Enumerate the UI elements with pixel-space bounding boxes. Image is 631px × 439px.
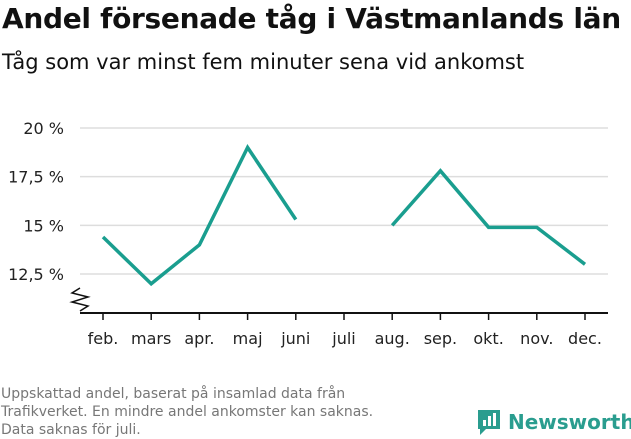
x-axis: [69, 287, 608, 314]
brand-name: Newsworthy: [508, 410, 631, 434]
chart-footer: Uppskattad andel, baserat på insamlad da…: [1, 385, 441, 439]
y-axis-ticks: 12,5 % 15 % 17,5 % 20 %: [8, 119, 64, 284]
x-axis-ticks: feb. mars apr. maj juni juli aug. sep. okt. nov. d…: [88, 313, 602, 348]
series-line: [101, 143, 298, 287]
y-tick-label: 15 %: [23, 216, 64, 235]
x-tick-label: apr.: [184, 329, 214, 348]
axis-break-icon: [69, 287, 91, 312]
footer-line: Trafikverket. En mindre andel ankomster …: [1, 404, 374, 420]
footer-line: Data saknas för juli.: [1, 422, 141, 438]
x-tick-label: nov.: [520, 329, 553, 348]
x-tick-label: sep.: [424, 329, 457, 348]
grid-lines: [80, 127, 608, 275]
y-tick-label: 12,5 %: [8, 265, 64, 284]
x-tick-label: dec.: [568, 329, 602, 348]
chart-subtitle: Tåg som var minst fem minuter sena vid a…: [2, 50, 525, 74]
y-tick-label: 20 %: [23, 119, 64, 138]
newsworthy-logo-icon: [478, 410, 500, 435]
x-tick-label: juni: [280, 329, 310, 348]
x-tick-label: juli: [331, 329, 355, 348]
series-lines: [101, 143, 587, 287]
series-line: [390, 168, 587, 266]
x-tick-label: feb.: [88, 329, 119, 348]
x-tick-label: maj: [233, 329, 263, 348]
footer-line: Uppskattad andel, baserat på insamlad da…: [1, 386, 346, 402]
chart-title: Andel försenade tåg i Västmanlands län: [2, 2, 621, 35]
line-chart: 12,5 % 15 % 17,5 % 20 % feb. mars apr. maj juni…: [8, 119, 608, 348]
brand-logo: Newsworthy: [476, 408, 631, 436]
x-tick-label: mars: [131, 329, 171, 348]
x-tick-label: aug.: [375, 329, 410, 348]
x-tick-label: okt.: [473, 329, 503, 348]
y-tick-label: 17,5 %: [8, 168, 64, 187]
